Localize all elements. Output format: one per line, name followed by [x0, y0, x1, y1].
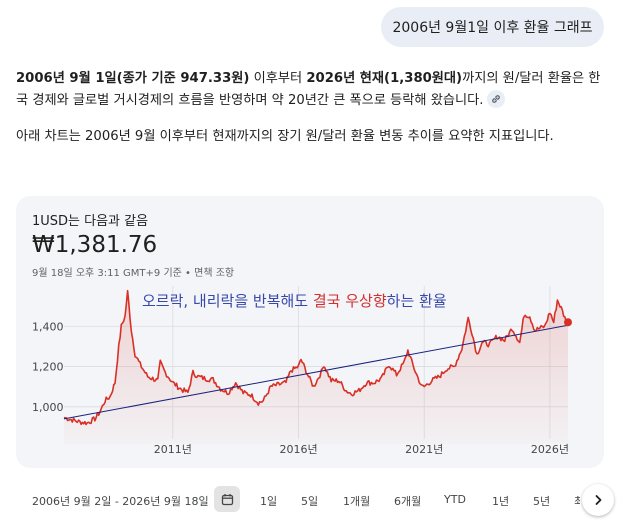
range-6m-button[interactable]: 6개월: [394, 495, 422, 508]
range-1m-button[interactable]: 1개월: [343, 495, 371, 508]
y-tick-label: 1,000: [32, 401, 64, 414]
query-text: 2006년 9월1일 이후 환율 그래프: [392, 20, 593, 36]
exchange-rate-card: 1USD는 다음과 같음 ₩1,381.76 9월 18일 오후 3:11 GM…: [16, 196, 604, 468]
answer-bold-1: 2006년 9월 1일(종가 기준 947.33원): [16, 71, 250, 86]
annotation-part-3: 하는 환율: [387, 292, 447, 310]
current-point-marker: [564, 318, 572, 327]
next-range-button[interactable]: [582, 484, 614, 516]
x-tick-label: 2016년: [279, 443, 317, 456]
calendar-button[interactable]: [214, 486, 240, 512]
annotation-part-2: 결국 우상향: [313, 292, 387, 310]
answer-text-2: 까지의 원/달러 환율은 한국 경제와 글로벌 거시경제의 흐름을 반영하며 약…: [16, 71, 601, 108]
price-area: [64, 290, 568, 444]
range-1y-button[interactable]: 1년: [492, 495, 510, 508]
date-range-label: 2006년 9월 2일 - 2026년 9월 18일: [32, 495, 209, 508]
range-1d-button[interactable]: 1일: [260, 495, 278, 508]
exchange-rate-chart[interactable]: 1,400 1,200 1,000 2011년 2016년 2021년 2026년 오르락…: [16, 196, 604, 468]
range-5d-button[interactable]: 5일: [301, 495, 319, 508]
x-tick-label: 2026년: [531, 443, 569, 456]
card-subtitle: 1USD는 다음과 같음: [32, 214, 149, 229]
y-tick-label: 1,400: [32, 320, 64, 333]
answer-bold-2: 2026년 현재(1,380원대): [306, 71, 463, 86]
chevron-right-icon: [595, 495, 602, 505]
price-line: [63, 289, 569, 426]
answer-text-1: 이후부터: [249, 71, 307, 86]
chart-annotation: 오르락, 내리락을 반복해도 결국 우상향하는 환율: [142, 292, 447, 310]
y-tick-label: 1,200: [32, 361, 64, 374]
trend-line: [63, 324, 569, 420]
annotation-part-1: 오르락, 내리락을 반복해도: [142, 292, 313, 310]
x-tick-label: 2011년: [154, 443, 192, 456]
range-ytd-button[interactable]: YTD: [444, 493, 466, 506]
link-icon: [492, 95, 501, 103]
query-bubble: 2006년 9월1일 이후 환율 그래프: [381, 7, 604, 47]
range-max-button[interactable]: 최대: [574, 495, 580, 508]
range-5y-button[interactable]: 5년: [533, 495, 551, 508]
source-link-button[interactable]: [487, 90, 506, 108]
answer-paragraph-1: 2006년 9월 1일(종가 기준 947.33원) 이후부터 2026년 현재…: [16, 68, 604, 112]
calendar-icon: [221, 493, 233, 505]
time-range-bar: 2006년 9월 2일 - 2026년 9월 18일 1일 5일 1개월 6개월…: [16, 478, 614, 522]
answer-paragraph-2: 아래 차트는 2006년 9월 이후부터 현재까지의 장기 원/달러 환율 변동…: [16, 129, 554, 144]
x-tick-label: 2021년: [405, 443, 443, 456]
current-rate-value: ₩1,381.76: [32, 232, 158, 258]
rate-timestamp-disclaimer[interactable]: 9월 18일 오후 3:11 GMT+9 기준 • 면책 조항: [32, 268, 235, 279]
